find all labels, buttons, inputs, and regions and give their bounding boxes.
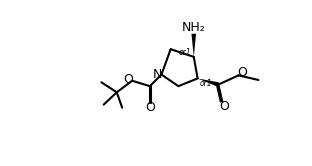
Text: O: O — [237, 66, 247, 79]
Polygon shape — [192, 34, 196, 57]
Text: N: N — [153, 68, 162, 81]
Text: O: O — [123, 74, 133, 86]
Polygon shape — [197, 79, 219, 87]
Text: or1: or1 — [178, 48, 191, 57]
Text: or1: or1 — [199, 79, 212, 87]
Text: NH₂: NH₂ — [182, 21, 206, 34]
Text: O: O — [146, 101, 156, 114]
Text: O: O — [220, 100, 230, 113]
